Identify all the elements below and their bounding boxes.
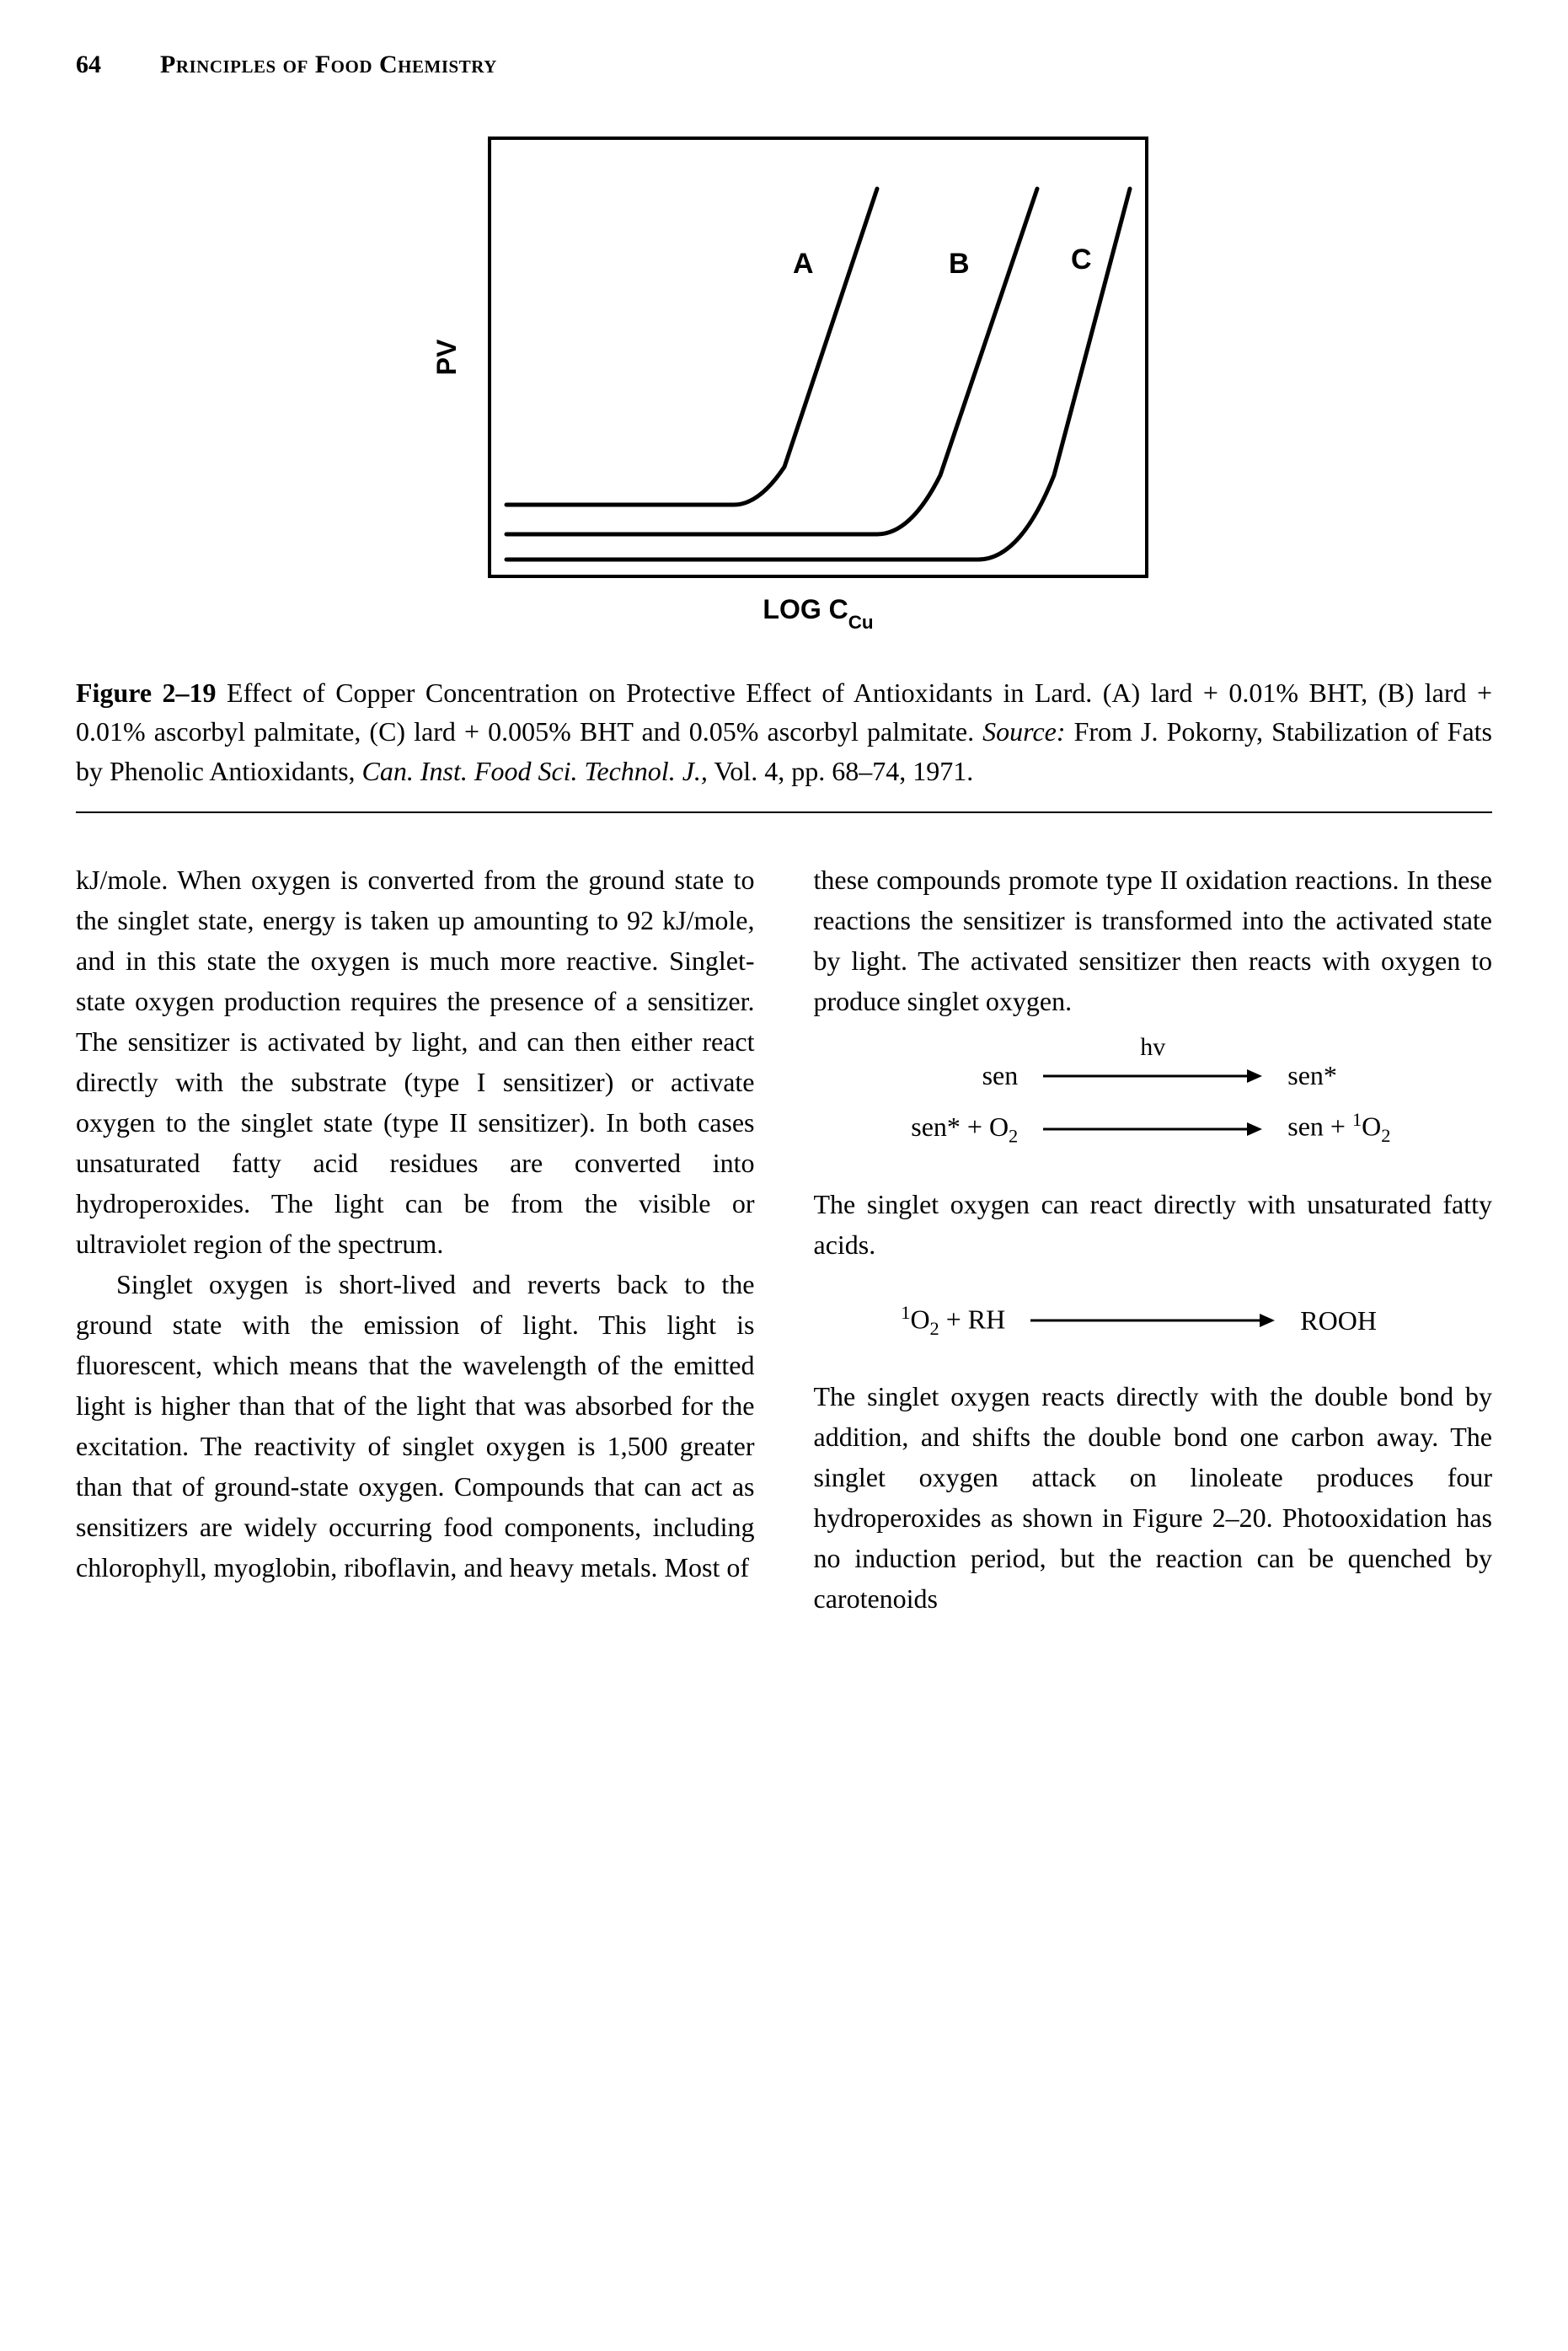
svg-text:C: C [1071,244,1092,276]
r2-left-sub: 2 [1009,1125,1018,1146]
r1-right: sen* [1287,1055,1414,1095]
caption-source-label: Source: [982,716,1065,747]
r2-right-a: sen + [1287,1111,1352,1142]
r2-arrow-wrap [1043,1108,1262,1149]
figure-chart: A B C PV LOG CCu [388,121,1180,648]
r2-right-sup: 1 [1352,1109,1362,1130]
two-column-body: kJ/mole. When oxygen is converted from t… [76,860,1492,1619]
left-column: kJ/mole. When oxygen is converted from t… [76,860,755,1619]
r1-arrow [1043,1068,1262,1084]
right-para-2: The singlet oxygen can react directly wi… [814,1184,1493,1265]
svg-text:A: A [793,248,814,280]
r2-right: sen + 1O2 [1287,1106,1414,1150]
r3-left-sup: 1 [901,1302,910,1323]
r1-arrow-label: hv [1140,1028,1165,1066]
svg-text:LOG CCu: LOG CCu [763,594,873,633]
svg-text:PV: PV [431,339,462,375]
r2-arrow [1043,1121,1262,1138]
svg-text:B: B [949,248,970,280]
r3-left-sub: 2 [930,1318,939,1339]
r3-right: ROOH [1300,1300,1426,1341]
right-para-3: The singlet oxygen reacts directly with … [814,1376,1493,1619]
reaction-1: sen hv sen* [814,1055,1493,1095]
reaction-3: 1O2 + RH ROOH [814,1299,1493,1343]
book-title: Principles of Food Chemistry [160,51,497,79]
left-para-2: Singlet oxygen is short-lived and revert… [76,1264,755,1588]
sensitizer-reactions: sen hv sen* sen* + O2 sen + 1O2 [814,1055,1493,1150]
figure-caption: Figure 2–19 Effect of Copper Concentrati… [76,673,1492,790]
figure-label: Figure 2–19 [76,677,217,708]
r2-right-b: O [1362,1111,1381,1142]
page-number: 64 [76,51,101,79]
right-column: these compounds promote type II oxidatio… [814,860,1493,1619]
r3-left: 1O2 + RH [879,1299,1005,1343]
r3-left-b: + RH [939,1304,1006,1334]
r3-left-a: O [910,1304,929,1334]
r2-left: sen* + O2 [891,1106,1018,1150]
r2-right-sub: 2 [1381,1125,1390,1146]
r1-left: sen [891,1055,1018,1095]
caption-journal: Can. Inst. Food Sci. Technol. J., [362,756,708,786]
caption-text-3: Vol. 4, pp. 68–74, 1971. [708,756,973,786]
reaction-2: sen* + O2 sen + 1O2 [814,1106,1493,1150]
r3-arrow [1030,1312,1275,1329]
r1-arrow-wrap: hv [1043,1055,1262,1095]
right-para-1: these compounds promote type II oxidatio… [814,860,1493,1021]
left-para-1: kJ/mole. When oxygen is converted from t… [76,860,755,1264]
separator-rule [76,811,1492,813]
chart-svg: A B C PV LOG CCu [388,121,1180,644]
figure-2-19: A B C PV LOG CCu [76,121,1492,648]
page-header: 64 Principles of Food Chemistry [76,51,1492,79]
r2-left-a: sen* + O [911,1111,1009,1142]
